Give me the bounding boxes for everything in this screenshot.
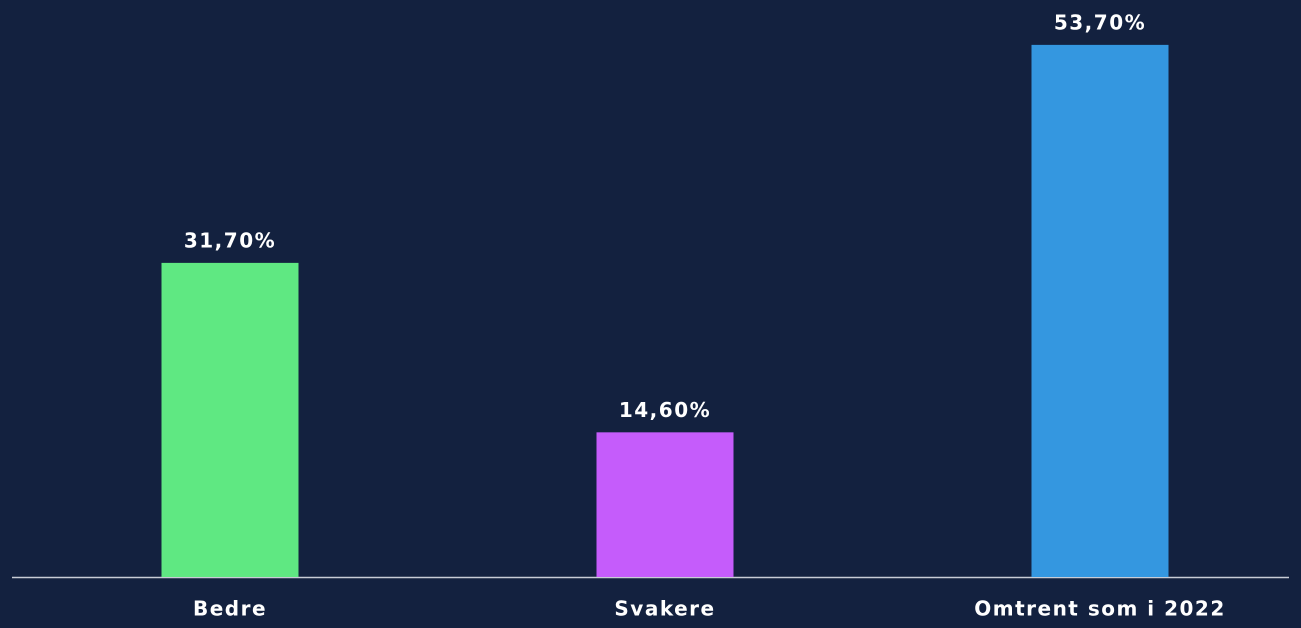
bar — [596, 432, 734, 577]
x-tick-label: Bedre — [193, 597, 267, 621]
value-label: 14,60% — [619, 398, 711, 422]
value-label: 53,70% — [1054, 10, 1146, 34]
x-tick-label: Omtrent som i 2022 — [974, 597, 1226, 621]
bar — [1031, 44, 1169, 577]
bar — [161, 262, 299, 577]
value-label: 31,70% — [184, 228, 276, 252]
x-tick-label: Svakere — [614, 597, 715, 621]
